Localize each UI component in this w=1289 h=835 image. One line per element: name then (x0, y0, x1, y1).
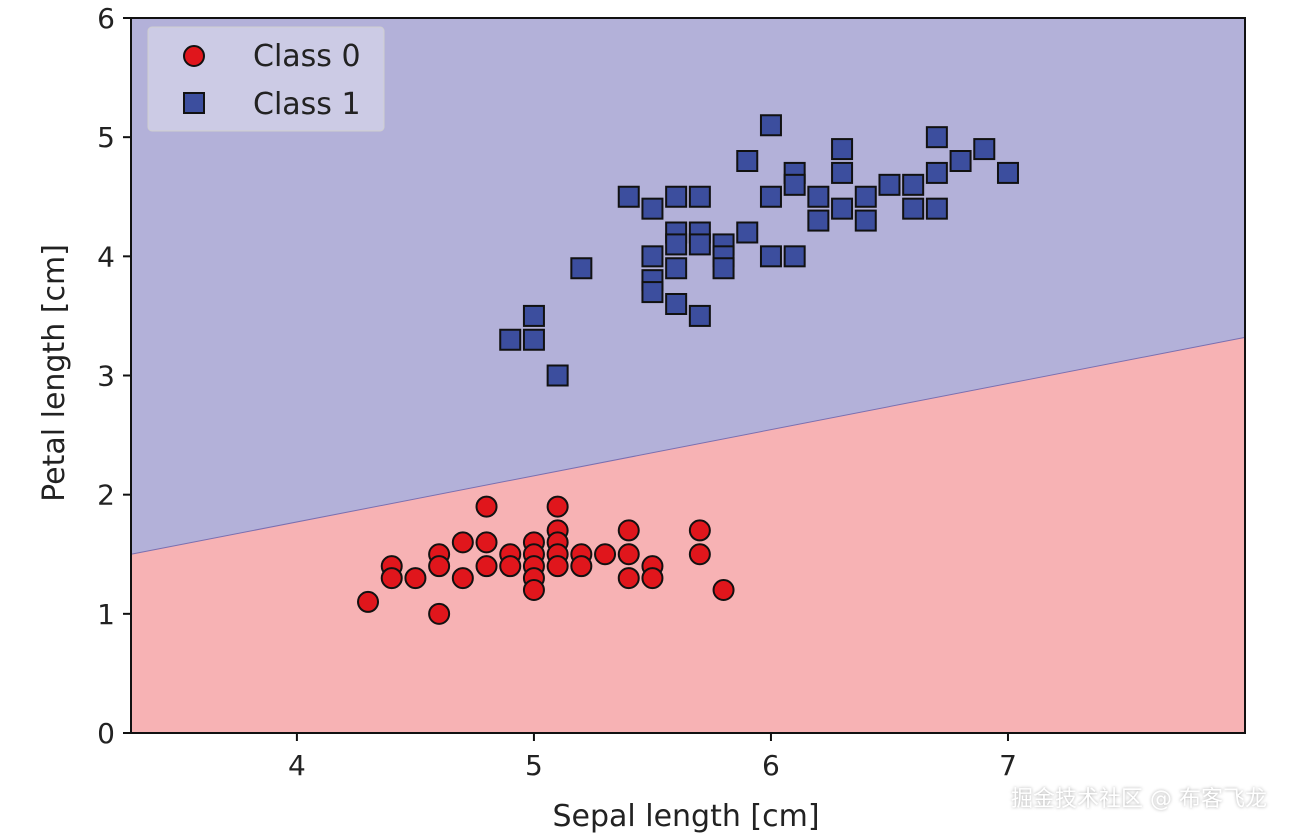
data-point-class-1 (902, 197, 925, 220)
data-point-class-1 (831, 138, 854, 161)
data-point-class-1 (665, 185, 688, 208)
watermark: 掘金技术社区 @ 布客飞龙 (1011, 787, 1267, 812)
data-point-class-1 (522, 304, 545, 327)
data-point-class-0 (357, 590, 380, 613)
data-point-class-1 (665, 233, 688, 256)
decision-boundary (130, 336, 1246, 555)
data-point-class-0 (594, 543, 617, 566)
data-point-class-1 (736, 150, 759, 172)
legend: Class 0 Class 1 (147, 26, 385, 132)
axes: 4 5 6 7 0 1 2 3 4 5 6 (97, 2, 1246, 782)
x-tick-label: 5 (525, 749, 543, 782)
data-point-class-1 (570, 257, 593, 280)
data-point-class-1 (783, 245, 806, 268)
data-point-class-1 (499, 328, 522, 351)
data-point-class-1 (688, 233, 711, 256)
y-tick-label: 3 (97, 360, 115, 393)
x-tick-label: 7 (999, 749, 1017, 782)
data-point-class-0 (617, 519, 640, 542)
data-point-class-1 (925, 197, 948, 220)
data-point-class-0 (428, 602, 451, 625)
data-point-class-0 (380, 567, 403, 590)
data-point-class-1 (641, 245, 664, 268)
data-point-class-1 (736, 221, 759, 244)
data-point-class-0 (475, 531, 498, 554)
legend-label-class-0: Class 0 (253, 39, 361, 74)
x-tick-label: 6 (762, 749, 780, 782)
data-point-class-0 (617, 567, 640, 590)
x-axis-label: Sepal length [cm] (552, 799, 819, 834)
data-point-class-1 (665, 293, 688, 315)
data-point-class-0 (475, 495, 498, 518)
data-point-class-1 (996, 161, 1019, 184)
data-point-class-1 (783, 173, 806, 196)
data-point-class-1 (831, 161, 854, 184)
data-point-class-1 (973, 138, 996, 161)
y-tick-label: 4 (97, 240, 115, 273)
y-tick-label: 2 (97, 479, 115, 512)
data-point-class-0 (451, 531, 474, 554)
data-point-class-0 (570, 555, 593, 578)
plot-area (130, 18, 1246, 733)
data-point-class-0 (404, 567, 427, 590)
data-point-class-1 (688, 304, 711, 327)
data-point-class-1 (665, 257, 688, 280)
data-point-class-0 (617, 543, 640, 566)
y-tick-label: 1 (97, 598, 115, 631)
data-point-class-0 (428, 555, 451, 578)
data-point-class-0 (688, 543, 711, 566)
data-point-class-0 (546, 555, 569, 578)
data-point-class-1 (831, 197, 854, 220)
data-point-class-1 (546, 364, 569, 387)
data-point-class-0 (712, 579, 735, 601)
y-axis-label: Petal length [cm] (37, 244, 72, 502)
y-tick-label: 5 (97, 121, 115, 154)
data-point-class-1 (854, 185, 877, 208)
data-point-class-1 (925, 126, 948, 149)
data-point-class-1 (878, 173, 901, 196)
data-point-class-0 (475, 555, 498, 578)
legend-marker-class-1 (183, 92, 205, 114)
x-tick-label: 4 (288, 749, 306, 782)
data-point-class-1 (854, 209, 877, 232)
data-point-class-0 (522, 579, 545, 601)
y-tick-label: 6 (97, 2, 115, 35)
data-point-class-1 (902, 173, 925, 196)
data-point-class-1 (807, 209, 830, 232)
data-point-class-1 (641, 197, 664, 220)
data-point-class-1 (759, 114, 782, 137)
data-point-class-1 (617, 185, 640, 208)
data-point-class-0 (641, 567, 664, 590)
y-tick-label: 0 (97, 717, 115, 750)
data-point-class-1 (759, 245, 782, 268)
data-point-class-1 (949, 150, 972, 172)
data-point-class-1 (641, 281, 664, 304)
legend-marker-class-0 (183, 45, 205, 67)
data-point-class-0 (688, 519, 711, 542)
data-point-class-0 (499, 555, 522, 578)
data-point-class-1 (522, 328, 545, 351)
region-class-0 (131, 337, 1245, 733)
data-point-class-1 (712, 257, 735, 280)
legend-box (147, 26, 385, 132)
data-point-class-1 (688, 185, 711, 208)
data-point-class-0 (451, 567, 474, 590)
data-point-class-0 (546, 495, 569, 518)
data-point-class-1 (925, 161, 948, 184)
data-point-class-1 (807, 185, 830, 208)
data-point-class-1 (759, 185, 782, 208)
legend-label-class-1: Class 1 (253, 87, 361, 122)
